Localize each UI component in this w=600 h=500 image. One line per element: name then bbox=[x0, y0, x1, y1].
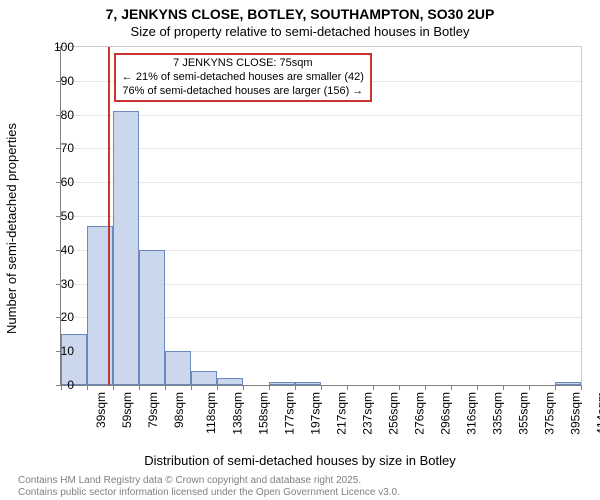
x-tick-label: 59sqm bbox=[120, 392, 134, 428]
y-axis-label: Number of semi-detached properties bbox=[4, 123, 19, 334]
annotation-line3: 76% of semi-detached houses are larger (… bbox=[122, 85, 364, 99]
x-tick-label: 118sqm bbox=[204, 392, 218, 434]
x-tick-label: 375sqm bbox=[543, 392, 557, 435]
annotation-line2: ← 21% of semi-detached houses are smalle… bbox=[122, 71, 364, 85]
x-tick-label: 256sqm bbox=[387, 392, 401, 435]
reference-line bbox=[108, 47, 110, 385]
y-tick-label: 20 bbox=[44, 310, 74, 324]
y-tick-label: 50 bbox=[44, 209, 74, 223]
y-tick-label: 0 bbox=[44, 378, 74, 392]
x-tick-label: 316sqm bbox=[465, 392, 479, 435]
property-size-chart: 7, JENKYNS CLOSE, BOTLEY, SOUTHAMPTON, S… bbox=[0, 0, 600, 500]
x-tick-label: 355sqm bbox=[517, 392, 531, 435]
histogram-bar bbox=[295, 382, 321, 385]
x-tick-label: 395sqm bbox=[569, 392, 583, 435]
x-tick-label: 79sqm bbox=[146, 392, 160, 428]
y-tick-label: 30 bbox=[44, 277, 74, 291]
histogram-bar bbox=[555, 382, 581, 385]
chart-subtitle: Size of property relative to semi-detach… bbox=[0, 24, 600, 39]
y-tick-label: 60 bbox=[44, 175, 74, 189]
x-tick-label: 296sqm bbox=[439, 392, 453, 435]
x-tick-label: 158sqm bbox=[257, 392, 271, 435]
x-tick-label: 414sqm bbox=[595, 392, 600, 435]
x-tick-label: 39sqm bbox=[94, 392, 108, 428]
x-tick-label: 335sqm bbox=[491, 392, 505, 435]
x-tick-label: 276sqm bbox=[413, 392, 427, 435]
x-axis-label: Distribution of semi-detached houses by … bbox=[0, 453, 600, 468]
y-tick-label: 70 bbox=[44, 141, 74, 155]
annotation-line1: 7 JENKYNS CLOSE: 75sqm bbox=[122, 57, 364, 71]
histogram-bar bbox=[191, 371, 217, 385]
histogram-bar bbox=[113, 111, 139, 385]
x-tick-label: 98sqm bbox=[172, 392, 186, 428]
gridline bbox=[61, 182, 581, 183]
y-tick-label: 80 bbox=[44, 108, 74, 122]
y-tick-label: 40 bbox=[44, 243, 74, 257]
footer-line2: Contains public sector information licen… bbox=[18, 487, 400, 498]
histogram-bar bbox=[269, 382, 295, 385]
chart-title: 7, JENKYNS CLOSE, BOTLEY, SOUTHAMPTON, S… bbox=[0, 6, 600, 22]
annotation-box: 7 JENKYNS CLOSE: 75sqm ← 21% of semi-det… bbox=[114, 53, 372, 102]
x-tick-label: 177sqm bbox=[283, 392, 297, 435]
x-tick-label: 138sqm bbox=[231, 392, 245, 435]
gridline bbox=[61, 115, 581, 116]
plot-area: 7 JENKYNS CLOSE: 75sqm ← 21% of semi-det… bbox=[60, 46, 582, 386]
histogram-bar bbox=[217, 378, 243, 385]
histogram-bar bbox=[139, 250, 165, 385]
y-tick-label: 10 bbox=[44, 344, 74, 358]
y-tick-label: 100 bbox=[44, 40, 74, 54]
x-tick-label: 197sqm bbox=[309, 392, 323, 435]
x-tick-label: 237sqm bbox=[361, 392, 375, 435]
y-tick-label: 90 bbox=[44, 74, 74, 88]
footer-line1: Contains HM Land Registry data © Crown c… bbox=[18, 475, 361, 486]
histogram-bar bbox=[165, 351, 191, 385]
x-tick-label: 217sqm bbox=[335, 392, 349, 435]
gridline bbox=[61, 148, 581, 149]
gridline bbox=[61, 216, 581, 217]
